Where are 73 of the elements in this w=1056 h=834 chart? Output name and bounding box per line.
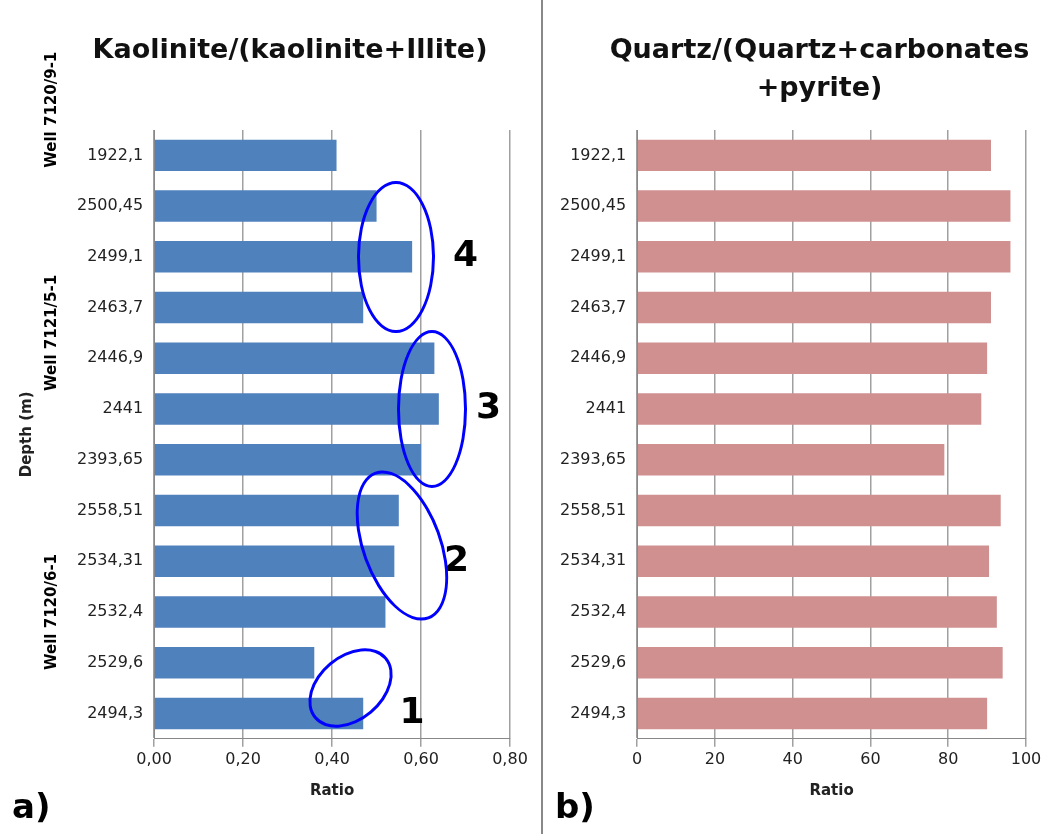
bar [637, 494, 1001, 527]
bar [637, 646, 1003, 679]
bar [154, 596, 386, 628]
bar [154, 139, 337, 172]
x-tick-label: 0,20 [225, 748, 261, 768]
y-tick-label: 2534,31 [76, 550, 144, 570]
x-tick-label: 0,60 [403, 748, 439, 768]
y-tick-label: 2532,4 [570, 601, 627, 621]
bar [154, 190, 377, 222]
y-tick-label: 2499,1 [570, 245, 627, 265]
y-tick-label: 2558,51 [559, 499, 627, 519]
y-tick-label: 2441 [102, 398, 144, 418]
x-axis-title: Ratio [809, 780, 854, 799]
y-tick-label: 2463,7 [87, 296, 144, 316]
x-tick-label: 0,00 [136, 748, 172, 768]
x-tick-label: 100 [1010, 748, 1042, 768]
bar [637, 697, 988, 730]
bar [637, 190, 1011, 222]
annotation: 2 [444, 537, 470, 579]
y-tick-label: 2500,45 [76, 195, 144, 215]
x-tick-label: 60 [860, 748, 881, 768]
bar [154, 545, 395, 577]
y-tick-label: 1922,1 [87, 144, 144, 164]
text: b) [555, 785, 595, 826]
chart-title: Quartz/(Quartz+carbonates+pyrite) [608, 32, 1031, 104]
annotation: 4 [452, 233, 479, 275]
y-tick-label: 2463,7 [570, 296, 627, 316]
y-tick-label: 1922,1 [570, 144, 627, 164]
bar [154, 697, 364, 730]
y-tick-label: 2393,65 [559, 448, 627, 468]
y-tick-label: 2529,6 [570, 651, 627, 671]
annotation: 3 [476, 385, 502, 427]
bar [637, 342, 988, 375]
y-tick-label: 2446,9 [87, 347, 144, 367]
text: Well 7120/9-1 [41, 51, 60, 168]
y-tick-label: 2558,51 [76, 499, 144, 519]
y-tick-label: 2494,3 [570, 702, 627, 722]
bar [154, 291, 364, 324]
bar [154, 444, 422, 476]
chart-title: Kaolinite/(kaolinite+Illite) [91, 32, 489, 66]
text: Well 7120/6-1 [41, 553, 60, 670]
bar [637, 444, 945, 476]
y-tick-label: 2529,6 [87, 651, 144, 671]
x-tick-label: 0,80 [492, 748, 528, 768]
bar [637, 393, 982, 425]
y-axis-title: Depth (m) [16, 391, 35, 478]
text: a) [12, 785, 51, 826]
x-tick-label: 20 [704, 748, 726, 768]
bar [637, 139, 992, 172]
y-tick-label: 2534,31 [559, 550, 627, 570]
y-tick-label: 2393,65 [76, 448, 144, 468]
y-tick-label: 2532,4 [87, 601, 144, 621]
bar [154, 241, 413, 273]
x-tick-label: 40 [782, 748, 803, 768]
x-tick-label: 0,40 [314, 748, 350, 768]
bar [154, 646, 315, 679]
y-tick-label: 2441 [585, 398, 627, 418]
y-tick-label: 2494,3 [87, 702, 144, 722]
bar [154, 494, 399, 527]
x-axis-title: Ratio [309, 780, 355, 799]
bar [637, 545, 990, 577]
y-tick-label: 2499,1 [87, 245, 144, 265]
bar [154, 342, 435, 375]
annotation: 1 [399, 689, 425, 731]
bar [154, 393, 439, 425]
bar [637, 241, 1011, 273]
bar [637, 291, 992, 324]
bar [637, 596, 997, 628]
y-tick-label: 2446,9 [570, 347, 627, 367]
text: Well 7121/5-1 [41, 274, 60, 391]
x-tick-label: 80 [938, 748, 959, 768]
y-tick-label: 2500,45 [559, 195, 627, 215]
x-tick-label: 0 [632, 748, 643, 768]
